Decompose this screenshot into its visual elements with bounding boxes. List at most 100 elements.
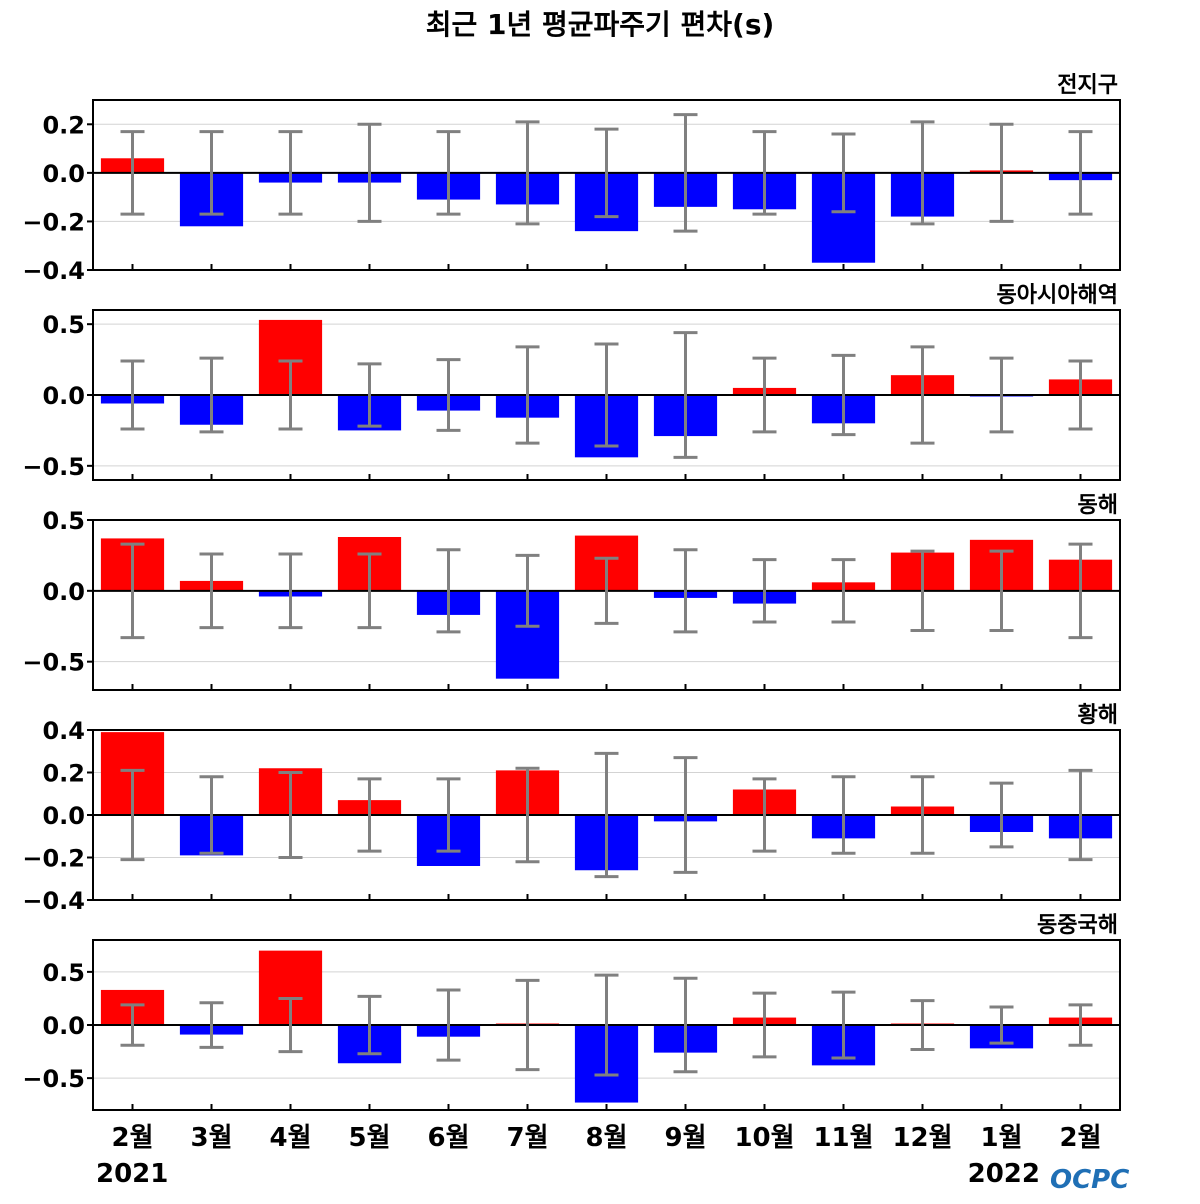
logo-text: OCPC (1050, 1165, 1129, 1195)
y-tick-label: −0.4 (22, 257, 85, 285)
error-bar-13 (1068, 130, 1093, 216)
error-bar-10 (831, 558, 856, 624)
panel-2: −0.5 0.0 0.5 동아시아해역 (22, 283, 1121, 481)
y-tick-label: 0.0 (42, 382, 85, 410)
x-tick-label: 5월 (348, 1123, 390, 1153)
x-tick-label: 9월 (664, 1123, 706, 1153)
error-bar-5 (436, 130, 461, 216)
error-bar-7 (594, 751, 619, 879)
error-bar-4 (357, 552, 382, 630)
x-tick-label: 7월 (506, 1123, 548, 1153)
x-tick-label: 2월 (111, 1123, 153, 1153)
region-label: 전지구 (1057, 73, 1118, 98)
chart-title: 최근 1년 평균파주기 편차(s) (426, 8, 775, 41)
y-tick-label: 0.2 (42, 760, 85, 788)
error-bar-3 (278, 130, 303, 216)
error-bar-6 (515, 766, 540, 864)
error-bar-5 (436, 777, 461, 853)
y-tick-label: 0.0 (42, 578, 85, 606)
error-bar-10 (831, 990, 856, 1060)
error-bar-3 (278, 996, 303, 1054)
error-bar-7 (594, 342, 619, 448)
error-bar-12 (989, 781, 1014, 849)
error-bar-6 (515, 120, 540, 226)
error-bar-2 (199, 1001, 224, 1049)
error-bar-11 (910, 549, 935, 632)
error-bar-2 (199, 130, 224, 216)
error-bar-10 (831, 775, 856, 855)
y-tick-label: 0.0 (42, 1012, 85, 1040)
error-bar-11 (910, 775, 935, 855)
x-tick-label: 11월 (813, 1123, 873, 1153)
error-bar-1 (120, 1003, 145, 1047)
error-bar-13 (1068, 1003, 1093, 1047)
panels: −0.4 −0.2 0.0 0.2 전지구 −0.5 0.0 0.5 동아시아해역 −0.5 0.0… (22, 73, 1121, 1111)
y-tick-label: −0.5 (22, 649, 85, 677)
error-bar-9 (752, 777, 777, 853)
error-bar-9 (752, 356, 777, 434)
year-end-label: 2022 (968, 1159, 1040, 1189)
error-bar-6 (515, 345, 540, 445)
year-start-label: 2021 (96, 1159, 168, 1189)
y-tick-label: 0.2 (42, 111, 85, 139)
error-bar-4 (357, 777, 382, 853)
panel-1: −0.4 −0.2 0.0 0.2 전지구 (22, 73, 1121, 285)
error-bar-11 (910, 345, 935, 445)
error-bar-6 (515, 553, 540, 628)
y-tick-label: 0.5 (42, 959, 85, 987)
y-tick-label: 0.0 (42, 802, 85, 830)
x-tick-label: 4월 (269, 1123, 311, 1153)
error-bar-9 (752, 130, 777, 216)
y-tick-label: −0.2 (22, 208, 85, 236)
error-bar-7 (594, 973, 619, 1077)
error-bar-8 (673, 548, 698, 634)
error-bar-3 (278, 552, 303, 630)
error-bar-2 (199, 356, 224, 434)
error-bar-13 (1068, 768, 1093, 862)
y-tick-label: −0.5 (22, 1065, 85, 1093)
x-tick-label: 2월 (1059, 1123, 1101, 1153)
error-bar-13 (1068, 542, 1093, 640)
x-tick-label: 12월 (892, 1123, 952, 1153)
error-bar-1 (120, 768, 145, 862)
y-tick-label: 0.5 (42, 507, 85, 535)
error-bar-4 (357, 362, 382, 428)
error-bar-9 (752, 558, 777, 624)
error-bar-5 (436, 548, 461, 634)
error-bar-1 (120, 542, 145, 640)
region-label: 동중국해 (1037, 913, 1118, 938)
error-bar-1 (120, 130, 145, 216)
panel-3: −0.5 0.0 0.5 동해 (22, 493, 1121, 691)
error-bar-10 (831, 132, 856, 214)
error-bar-8 (673, 756, 698, 874)
panel-5: −0.5 0.0 0.5 동중국해 (22, 913, 1121, 1111)
x-tick-label: 8월 (585, 1123, 627, 1153)
error-bar-8 (673, 976, 698, 1074)
error-bar-8 (673, 331, 698, 459)
error-bar-12 (989, 549, 1014, 632)
y-tick-label: −0.4 (22, 887, 85, 915)
x-tick-label: 3월 (190, 1123, 232, 1153)
error-bar-12 (989, 1005, 1014, 1045)
x-tick-labels: 2월 3월 4월 5월 6월 7월 8월 9월 10월 11월 12월 1월 2월 (111, 1123, 1101, 1153)
x-tick-label: 1월 (980, 1123, 1022, 1153)
error-bar-12 (989, 356, 1014, 434)
error-bar-1 (120, 359, 145, 431)
error-bar-6 (515, 978, 540, 1072)
y-tick-label: 0.5 (42, 311, 85, 339)
error-bar-5 (436, 988, 461, 1062)
error-bar-2 (199, 552, 224, 630)
y-tick-label: −0.5 (22, 453, 85, 481)
error-bar-7 (594, 556, 619, 625)
region-label: 동아시아해역 (997, 283, 1118, 308)
error-bar-4 (357, 122, 382, 223)
y-tick-label: −0.2 (22, 845, 85, 873)
error-bar-8 (673, 113, 698, 233)
region-label: 황해 (1078, 703, 1118, 728)
error-bar-3 (278, 771, 303, 859)
error-bar-12 (989, 122, 1014, 223)
error-bar-11 (910, 999, 935, 1051)
y-tick-label: 0.4 (42, 717, 85, 745)
error-bar-4 (357, 994, 382, 1056)
